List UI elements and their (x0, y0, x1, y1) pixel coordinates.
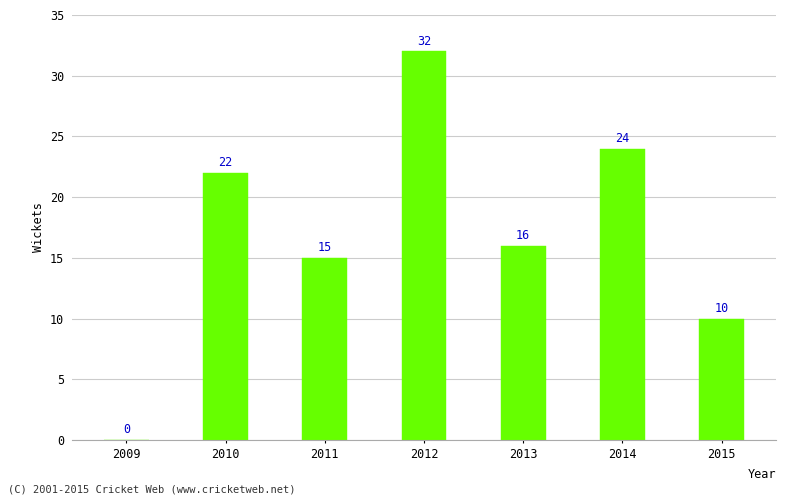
Text: (C) 2001-2015 Cricket Web (www.cricketweb.net): (C) 2001-2015 Cricket Web (www.cricketwe… (8, 485, 295, 495)
Y-axis label: Wickets: Wickets (31, 202, 45, 252)
Bar (501, 246, 546, 440)
Text: 15: 15 (318, 241, 332, 254)
Bar (302, 258, 347, 440)
Text: 0: 0 (122, 424, 130, 436)
Text: 10: 10 (714, 302, 729, 315)
Text: 16: 16 (516, 229, 530, 242)
Bar (203, 173, 248, 440)
Text: 24: 24 (615, 132, 630, 145)
Text: Year: Year (747, 468, 776, 480)
Bar (699, 318, 744, 440)
Bar (402, 52, 446, 440)
Text: 22: 22 (218, 156, 233, 169)
Bar (600, 148, 645, 440)
Text: 32: 32 (417, 35, 431, 48)
